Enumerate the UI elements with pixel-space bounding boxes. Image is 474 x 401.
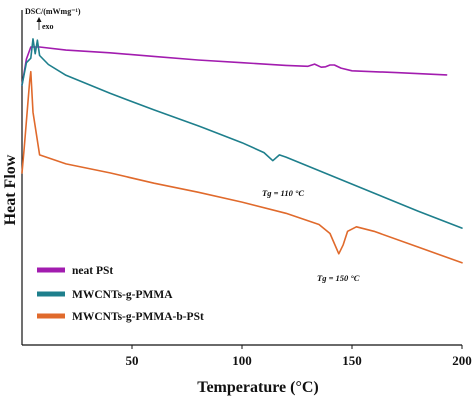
legend-label-mwcnts-g-pmma: MWCNTs-g-PMMA [72,289,173,301]
x-axis-title: Temperature (°C) [197,379,318,396]
exo-label: exo [42,22,54,31]
legend-label-mwcnts-g-pmma-b-pst: MWCNTs-g-PMMA-b-PSt [72,311,204,323]
legend: neat PSt MWCNTs-g-PMMA MWCNTs-g-PMMA-b-P… [37,265,204,323]
x-tick-label: 200 [452,353,472,368]
x-tick-label: 50 [126,353,139,368]
legend-label-neat-pst: neat PSt [72,265,113,277]
tg-annotation-150: Tg = 150 °C [317,273,360,283]
series-layer [21,38,463,264]
tg-annotation-110: Tg = 110 °C [262,188,304,198]
exo-arrow-head-icon [36,17,42,22]
x-tick-label: 150 [342,353,362,368]
series-line-mwcnts-g-pmma [21,38,463,229]
y-axis-title: Heat Flow [2,154,19,225]
series-line-neat-pst [21,46,448,86]
x-axis-ticks: 50 100 150 200 [126,345,472,368]
unit-label: DSC/(mWmg⁻¹) [25,7,81,16]
series-line-mwcnts-g-pmma-b-pst [21,70,463,264]
x-tick-label: 100 [232,353,252,368]
